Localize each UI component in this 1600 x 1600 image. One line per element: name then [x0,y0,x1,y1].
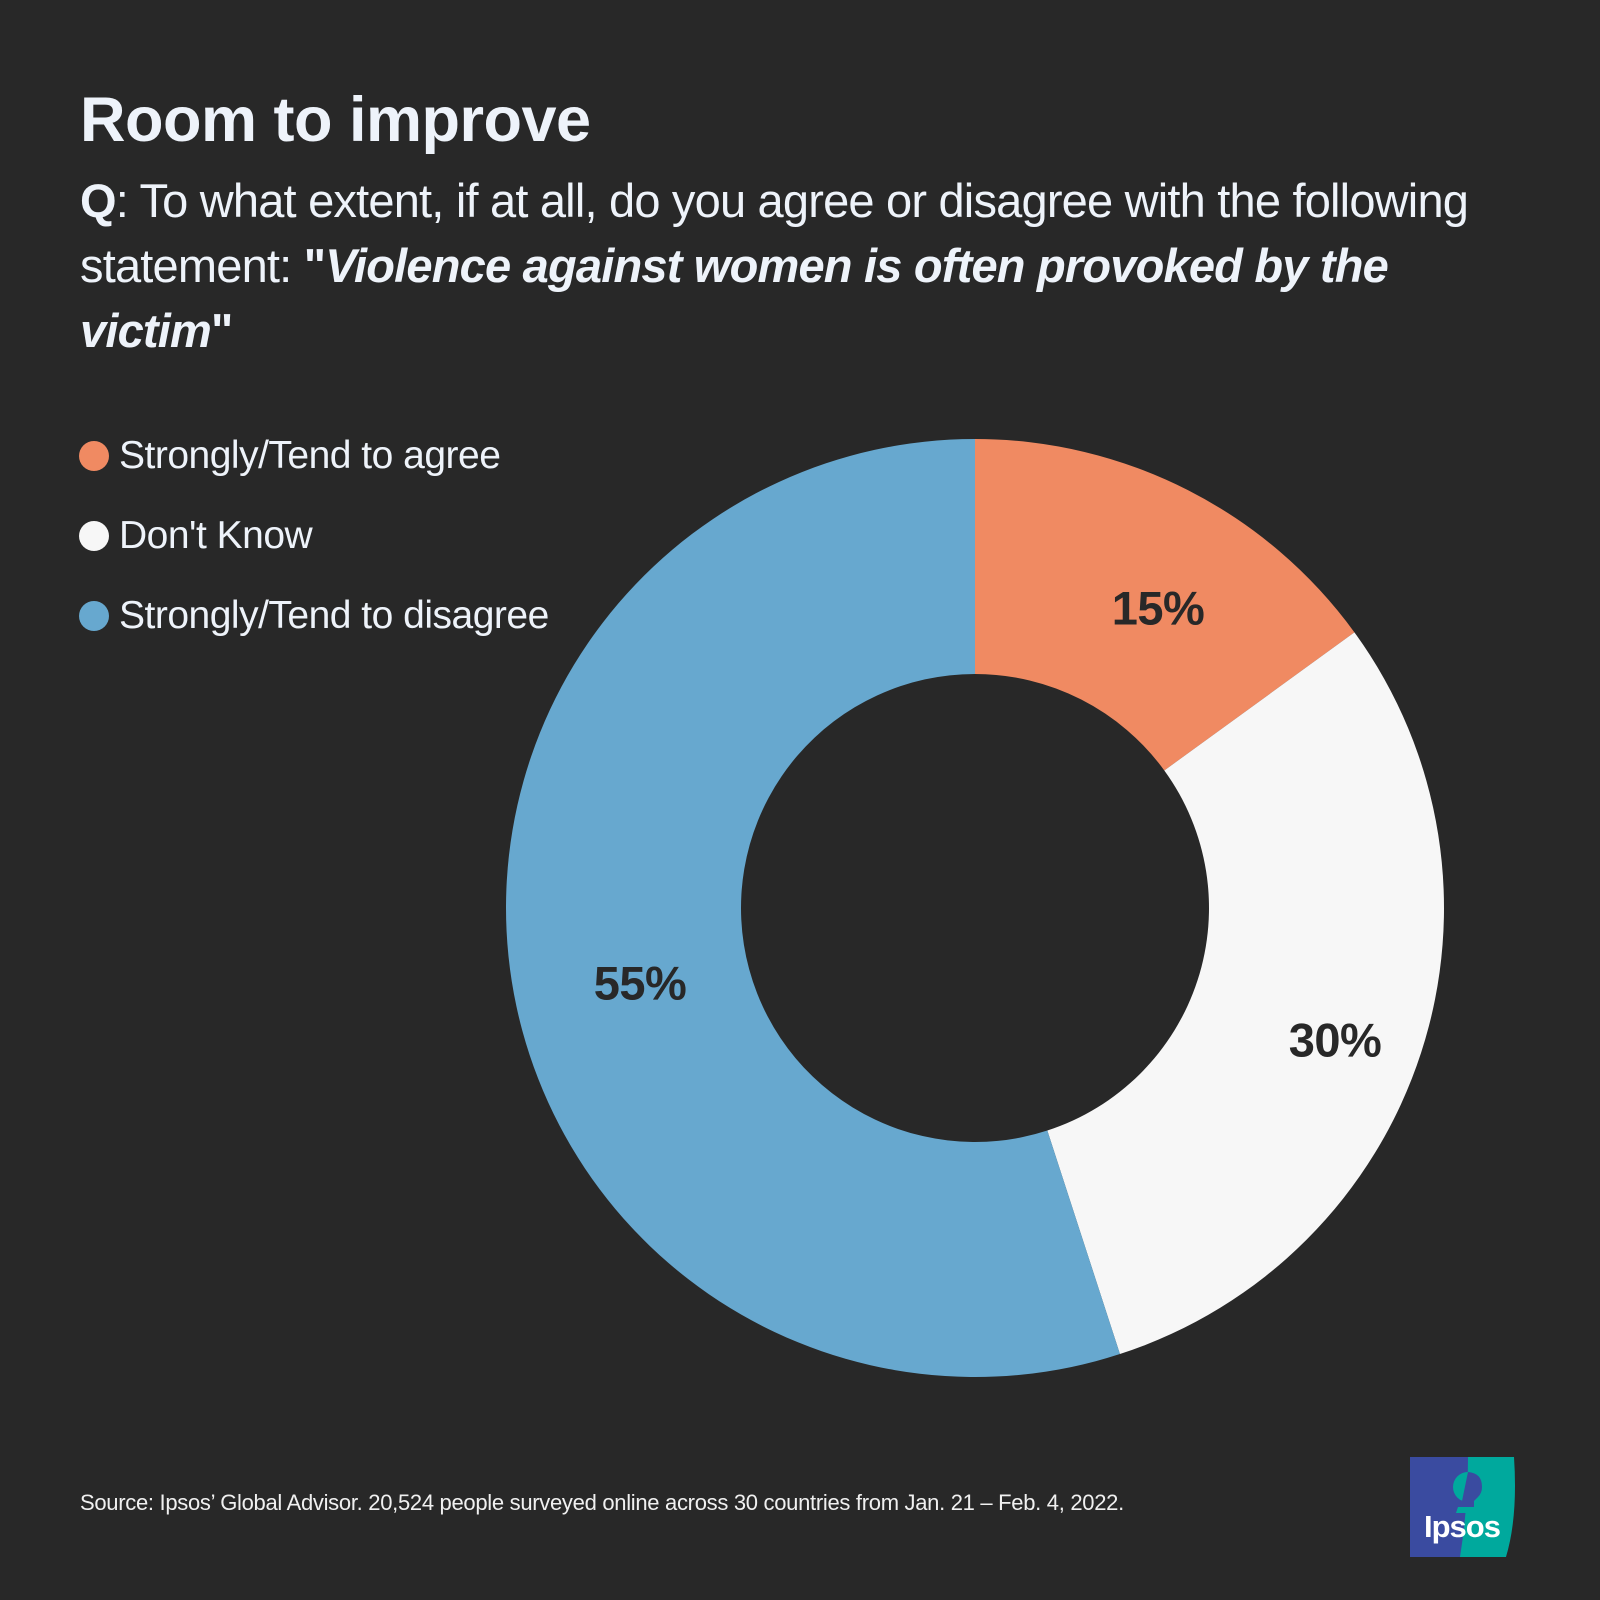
legend-item-agree: Strongly/Tend to agree [79,416,549,496]
logo-text: Ipsos [1424,1509,1501,1544]
legend-dot-dont-know-icon [79,521,109,551]
slice-label-agree: 15% [1111,581,1205,635]
close-quote: " [211,304,233,357]
slice-label-dont-know: 30% [1288,1013,1382,1067]
legend-item-dont-know: Don't Know [79,496,549,576]
slice-label-disagree: 55% [593,956,687,1010]
slice-agree [975,439,1355,771]
legend-item-disagree: Strongly/Tend to disagree [79,576,549,656]
survey-question: Q: To what extent, if at all, do you agr… [80,168,1480,363]
question-colon: : [115,174,140,227]
open-quote: " [303,239,326,292]
legend-label: Strongly/Tend to disagree [119,594,549,637]
source-note: Source: Ipsos’ Global Advisor. 20,524 pe… [80,1490,1124,1515]
chart-legend: Strongly/Tend to agree Don't Know Strong… [79,416,549,656]
question-prefix: Q [80,174,117,227]
slice-disagree [506,439,1120,1378]
slice-dont-know [1047,632,1444,1355]
question-statement: Violence against women is often provoked… [80,239,1389,357]
legend-label: Don't Know [119,514,313,557]
legend-label: Strongly/Tend to agree [119,434,501,477]
question-text: To what extent, if at all, do you agree … [80,174,1469,292]
legend-dot-disagree-icon [79,601,109,631]
ipsos-logo: Ipsos [1410,1457,1520,1557]
chart-title: Room to improve [80,85,591,155]
ipsos-logo-icon [1410,1457,1520,1557]
legend-dot-agree-icon [79,441,109,471]
